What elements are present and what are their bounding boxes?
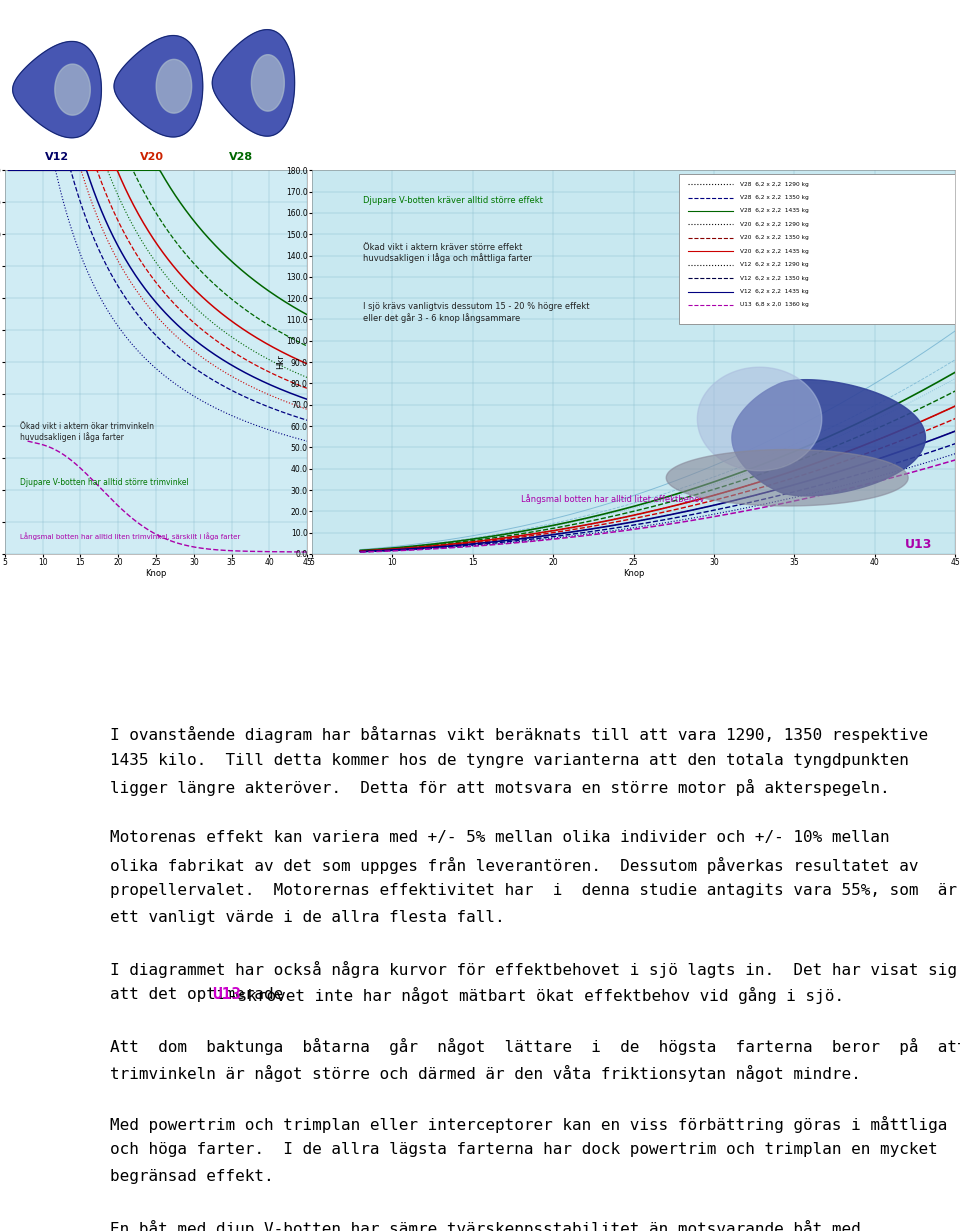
Text: Ökad vikt i aktern ökar trimvinkeln
huvudsakligen i låga farter: Ökad vikt i aktern ökar trimvinkeln huvu… <box>20 421 154 442</box>
Text: Långsmal botten har alltid liten trimvinkel, särskilt i låga farter: Långsmal botten har alltid liten trimvin… <box>20 532 240 539</box>
Text: V20  6,2 x 2,2  1350 kg: V20 6,2 x 2,2 1350 kg <box>740 235 808 240</box>
FancyBboxPatch shape <box>679 174 955 324</box>
Text: V20  6,2 x 2,2  1435 kg: V20 6,2 x 2,2 1435 kg <box>740 249 808 254</box>
Text: V12  6,2 x 2,2  1435 kg: V12 6,2 x 2,2 1435 kg <box>740 289 808 294</box>
Text: V12: V12 <box>45 151 69 161</box>
Text: Djupare V-botten har alltid större trimvinkel: Djupare V-botten har alltid större trimv… <box>20 478 189 486</box>
Text: V12  6,2 x 2,2  1350 kg: V12 6,2 x 2,2 1350 kg <box>740 276 808 281</box>
Text: V20  6,2 x 2,2  1290 kg: V20 6,2 x 2,2 1290 kg <box>740 222 808 227</box>
Text: U13  6,8 x 2,0  1360 kg: U13 6,8 x 2,0 1360 kg <box>740 303 808 308</box>
Text: Långsmal botten har alltid litet effektbehov: Långsmal botten har alltid litet effektb… <box>521 495 705 505</box>
Text: I ovanstående diagram har båtarnas vikt beräknats till att vara 1290, 1350 respe: I ovanstående diagram har båtarnas vikt … <box>110 726 928 744</box>
Text: begränsad effekt.: begränsad effekt. <box>110 1169 274 1184</box>
Text: 1435 kilo.  Till detta kommer hos de tyngre varianterna att den totala tyngdpunk: 1435 kilo. Till detta kommer hos de tyng… <box>110 753 909 768</box>
Text: ett vanligt värde i de allra flesta fall.: ett vanligt värde i de allra flesta fall… <box>110 910 505 924</box>
Text: V28  6,2 x 2,2  1290 kg: V28 6,2 x 2,2 1290 kg <box>740 182 808 187</box>
Polygon shape <box>252 54 284 111</box>
Polygon shape <box>666 449 908 506</box>
Bar <box>0 0 960 560</box>
Text: Att  dom  baktunga  båtarna  går  något  lättare  i  de  högsta  farterna  beror: Att dom baktunga båtarna går något lätta… <box>110 1039 960 1055</box>
Text: U13: U13 <box>211 987 241 1002</box>
Text: att det optimerade: att det optimerade <box>110 987 293 1002</box>
Text: V28: V28 <box>228 151 252 161</box>
Text: V28  6,2 x 2,2  1435 kg: V28 6,2 x 2,2 1435 kg <box>740 208 808 213</box>
Polygon shape <box>114 36 203 137</box>
Text: ligger längre akteröver.  Detta för att motsvara en större motor på akterspegeln: ligger längre akteröver. Detta för att m… <box>110 779 890 796</box>
Y-axis label: Hkr: Hkr <box>276 355 285 369</box>
X-axis label: Knop: Knop <box>623 569 644 577</box>
Text: U13: U13 <box>905 538 932 550</box>
Text: Djupare V-botten kräver alltid större effekt: Djupare V-botten kräver alltid större ef… <box>364 196 543 204</box>
Text: V12  6,2 x 2,2  1290 kg: V12 6,2 x 2,2 1290 kg <box>740 262 808 267</box>
Text: I diagrammet har också några kurvor för effektbehovet i sjö lagts in.  Det har v: I diagrammet har också några kurvor för … <box>110 961 957 977</box>
Text: propellervalet.  Motorernas effektivitet har  i  denna studie antagits vara 55%,: propellervalet. Motorernas effektivitet … <box>110 884 957 899</box>
Text: Med powertrim och trimplan eller interceptorer kan en viss förbättring göras i m: Med powertrim och trimplan eller interce… <box>110 1117 948 1133</box>
Text: V20: V20 <box>140 151 164 161</box>
Text: -skrovet inte har något mätbart ökat effektbehov vid gång i sjö.: -skrovet inte har något mätbart ökat eff… <box>228 987 844 1004</box>
Text: trimvinkeln är något större och därmed är den våta friktionsytan något mindre.: trimvinkeln är något större och därmed ä… <box>110 1065 861 1082</box>
Text: och höga farter.  I de allra lägsta farterna har dock powertrim och trimplan en : och höga farter. I de allra lägsta farte… <box>110 1142 938 1157</box>
Text: Ökad vikt i aktern kräver större effekt
huvudsakligen i låga och måttliga farter: Ökad vikt i aktern kräver större effekt … <box>364 243 533 263</box>
Text: I sjö krävs vanligtvis dessutom 15 - 20 % högre effekt
eller det går 3 - 6 knop : I sjö krävs vanligtvis dessutom 15 - 20 … <box>364 303 590 323</box>
Polygon shape <box>212 30 295 137</box>
Polygon shape <box>55 64 90 116</box>
Text: olika fabrikat av det som uppges från leverantören.  Dessutom påverkas resultate: olika fabrikat av det som uppges från le… <box>110 857 919 874</box>
Text: V28  6,2 x 2,2  1350 kg: V28 6,2 x 2,2 1350 kg <box>740 194 808 199</box>
Polygon shape <box>156 59 192 113</box>
Text: En båt med djup V-botten har sämre tvärskeppsstabilitet än motsvarande båt med: En båt med djup V-botten har sämre tvärs… <box>110 1220 861 1231</box>
Polygon shape <box>697 367 822 470</box>
X-axis label: Knop: Knop <box>145 569 167 577</box>
Text: Motorenas effekt kan variera med +/- 5% mellan olika individer och +/- 10% mella: Motorenas effekt kan variera med +/- 5% … <box>110 831 890 846</box>
Polygon shape <box>732 379 925 496</box>
Polygon shape <box>12 42 102 138</box>
